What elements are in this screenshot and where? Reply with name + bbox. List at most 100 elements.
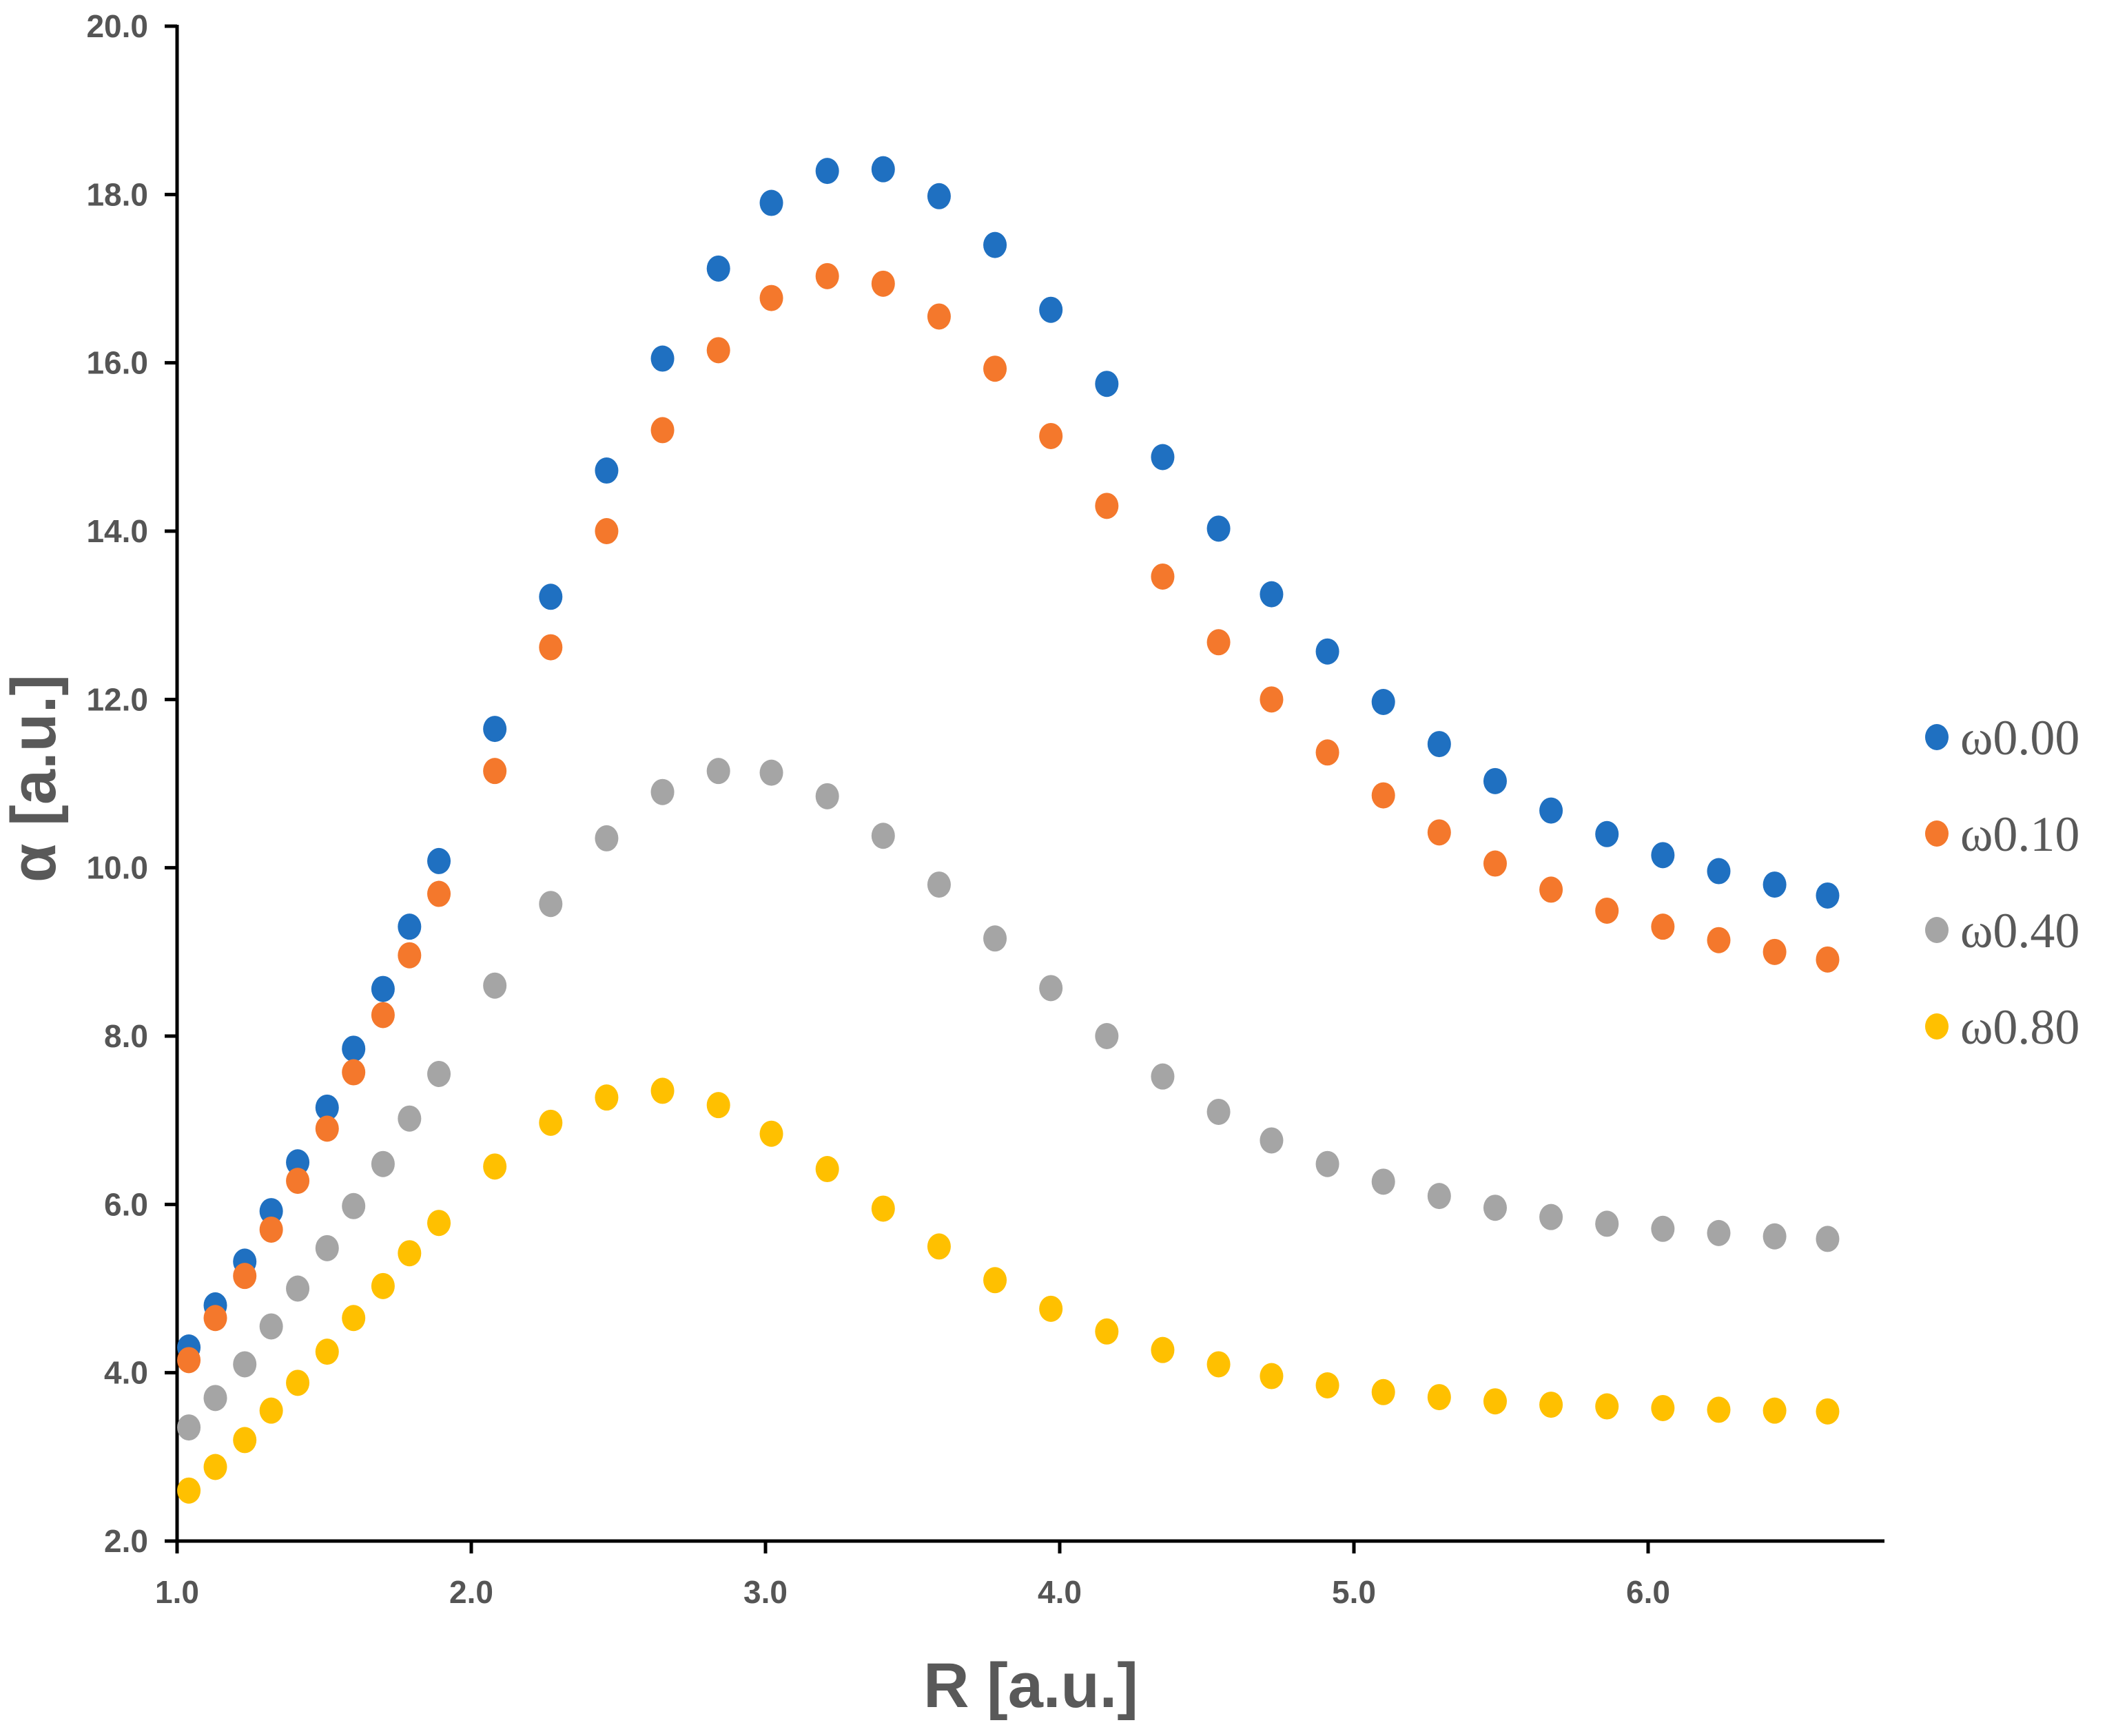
data-point bbox=[1483, 850, 1507, 877]
data-point bbox=[1095, 1023, 1119, 1049]
legend-item: ω0.40 bbox=[1925, 903, 2079, 958]
data-point bbox=[1095, 1318, 1119, 1345]
data-point bbox=[1371, 1168, 1395, 1195]
data-point bbox=[871, 270, 895, 297]
data-point bbox=[259, 1313, 283, 1340]
data-point bbox=[871, 1195, 895, 1222]
y-tick-label: 10.0 bbox=[86, 850, 148, 886]
legend-item: ω0.80 bbox=[1925, 1000, 2079, 1055]
data-point bbox=[983, 355, 1007, 382]
data-point bbox=[650, 1077, 675, 1104]
x-tick-label: 4.0 bbox=[1038, 1574, 1082, 1610]
data-point bbox=[539, 634, 563, 661]
data-point bbox=[233, 1427, 257, 1454]
data-point bbox=[595, 1084, 619, 1111]
y-tick-label: 8.0 bbox=[104, 1018, 148, 1054]
legend: ω0.00 ω0.10 ω0.40 ω0.80 bbox=[1925, 710, 2079, 1055]
data-point bbox=[1816, 1398, 1840, 1425]
series-0 bbox=[177, 156, 1840, 1361]
y-tick-label: 16.0 bbox=[86, 345, 148, 381]
data-point bbox=[815, 783, 839, 809]
data-point bbox=[539, 583, 563, 610]
data-point bbox=[759, 759, 783, 786]
data-point bbox=[398, 942, 422, 969]
data-point bbox=[1763, 1223, 1787, 1250]
y-tick-label: 14.0 bbox=[86, 513, 148, 549]
data-point bbox=[1595, 1393, 1619, 1420]
legend-marker bbox=[1925, 724, 1949, 750]
data-point bbox=[1483, 1195, 1507, 1221]
legend-item: ω0.00 bbox=[1925, 710, 2079, 765]
data-point bbox=[1539, 1392, 1563, 1418]
data-point bbox=[1595, 1210, 1619, 1237]
data-point bbox=[1260, 686, 1284, 713]
data-point bbox=[315, 1234, 339, 1261]
data-point bbox=[1371, 688, 1395, 715]
data-point bbox=[1539, 876, 1563, 903]
data-point bbox=[595, 825, 619, 851]
data-point bbox=[371, 1002, 395, 1029]
data-point bbox=[203, 1305, 227, 1332]
x-tick-label: 6.0 bbox=[1626, 1574, 1670, 1610]
data-point bbox=[1151, 444, 1175, 471]
data-point bbox=[203, 1454, 227, 1480]
x-tick-label: 1.0 bbox=[155, 1574, 199, 1610]
data-point bbox=[927, 871, 951, 898]
data-point bbox=[1427, 1183, 1451, 1210]
y-tick-label: 6.0 bbox=[104, 1186, 148, 1222]
x-tick-label: 2.0 bbox=[449, 1574, 493, 1610]
y-axis-title: α [a.u.] bbox=[0, 674, 69, 882]
data-point bbox=[1315, 1150, 1339, 1177]
x-ticks: 1.0 2.0 3.0 4.0 5.0 6.0 bbox=[155, 1541, 1670, 1610]
data-point bbox=[650, 778, 675, 805]
data-point bbox=[983, 925, 1007, 952]
data-point bbox=[1707, 858, 1731, 885]
data-point bbox=[706, 255, 730, 282]
plot-area: 2.0 4.0 6.0 8.0 10.0 12.0 14.0 16.0 18.0 20.0 1.0… bbox=[86, 8, 1884, 1610]
data-point bbox=[1315, 638, 1339, 665]
x-tick-label: 5.0 bbox=[1332, 1574, 1376, 1610]
data-point bbox=[983, 231, 1007, 258]
data-point bbox=[1206, 629, 1231, 656]
x-tick-label: 3.0 bbox=[743, 1574, 788, 1610]
data-point bbox=[398, 913, 422, 940]
data-point bbox=[1095, 371, 1119, 397]
data-point bbox=[427, 1060, 451, 1087]
data-point bbox=[1315, 739, 1339, 766]
data-point bbox=[398, 1240, 422, 1267]
data-point bbox=[398, 1105, 422, 1132]
data-point bbox=[259, 1216, 283, 1243]
data-point bbox=[177, 1347, 201, 1374]
series-2 bbox=[177, 758, 1840, 1441]
legend-marker bbox=[1925, 820, 1949, 847]
data-point bbox=[1651, 913, 1675, 940]
data-point bbox=[1151, 1063, 1175, 1090]
data-points bbox=[177, 156, 1840, 1504]
data-point bbox=[427, 847, 451, 874]
data-point bbox=[1260, 581, 1284, 608]
data-point bbox=[371, 1272, 395, 1299]
legend-marker bbox=[1925, 917, 1949, 943]
data-point bbox=[1816, 946, 1840, 973]
data-point bbox=[177, 1414, 201, 1441]
data-point bbox=[1816, 1226, 1840, 1252]
data-point bbox=[595, 457, 619, 484]
y-tick-label: 4.0 bbox=[104, 1355, 148, 1391]
data-point bbox=[815, 158, 839, 185]
data-point bbox=[427, 1210, 451, 1237]
data-point bbox=[927, 1233, 951, 1260]
y-tick-label: 20.0 bbox=[86, 8, 148, 44]
data-point bbox=[650, 417, 675, 444]
data-point bbox=[342, 1192, 366, 1219]
data-point bbox=[1371, 1378, 1395, 1405]
data-point bbox=[706, 337, 730, 364]
y-ticks: 2.0 4.0 6.0 8.0 10.0 12.0 14.0 16.0 18.0 20.0 bbox=[86, 8, 177, 1559]
data-point bbox=[1260, 1127, 1284, 1154]
data-point bbox=[1763, 1397, 1787, 1424]
series-1 bbox=[177, 262, 1840, 1374]
data-point bbox=[286, 1275, 310, 1302]
data-point bbox=[871, 156, 895, 183]
data-point bbox=[871, 823, 895, 849]
legend-label: ω0.10 bbox=[1960, 807, 2079, 862]
